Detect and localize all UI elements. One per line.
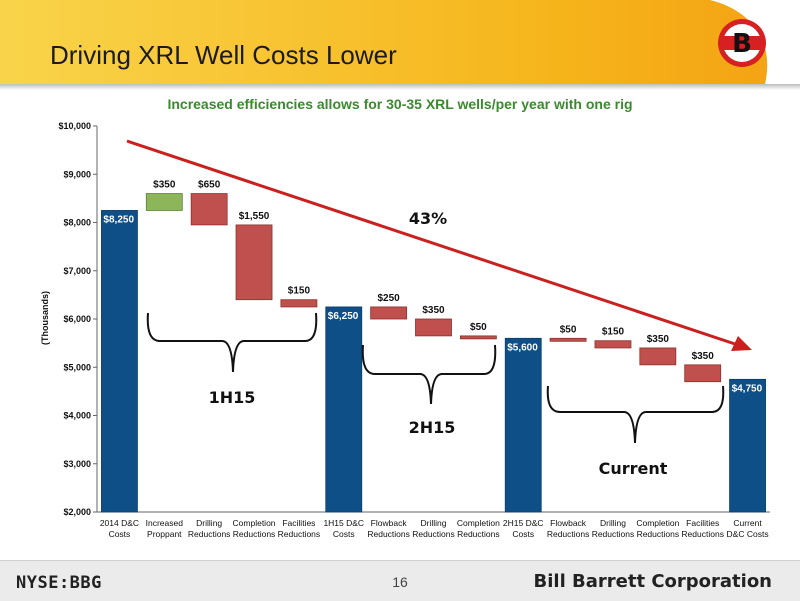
logo-bar [722, 36, 762, 50]
y-tick-label: $3,000 [63, 459, 91, 469]
x-tick-label: Reductions [188, 529, 231, 539]
x-tick-label: Completion [636, 518, 679, 528]
x-tick-label: Costs [333, 529, 355, 539]
data-label-4: $150 [288, 286, 311, 297]
logo-white-arc [710, 0, 800, 84]
reduction-bar-10 [549, 337, 587, 342]
data-label-0: $8,250 [103, 214, 134, 225]
x-tick-label: 1H15 D&C [323, 518, 364, 528]
stock-ticker: NYSE:BBG [16, 573, 102, 593]
increase-bar-1 [145, 193, 183, 211]
x-tick-label: Reductions [681, 529, 724, 539]
total-bar-14 [729, 378, 766, 513]
slide-title: Driving XRL Well Costs Lower [50, 40, 397, 70]
x-tick-label: Current [733, 518, 762, 528]
segment-label-1h15: 1H15 [209, 388, 256, 407]
x-tick-label: D&C Costs [727, 529, 769, 539]
brace-2h15 [361, 344, 497, 405]
reduction-bar-3 [235, 224, 273, 301]
x-tick-label: Reductions [367, 529, 410, 539]
header-divider [0, 84, 800, 90]
x-tick-label: Reductions [637, 529, 680, 539]
trend-percent-label: 43% [409, 209, 447, 228]
y-ticks: $2,000 $3,000 $4,000 $5,000 $6,000 $7,000 $8,0… [58, 121, 97, 517]
x-tick-label: Costs [109, 529, 131, 539]
data-label-9: $5,600 [507, 342, 538, 353]
reduction-bar-2 [190, 193, 228, 226]
data-label-12: $350 [647, 334, 670, 345]
x-tick-label: Facilities [686, 518, 719, 528]
x-tick-label: 2H15 D&C [503, 518, 544, 528]
x-tick-label: Reductions [233, 529, 276, 539]
data-label-11: $150 [602, 327, 625, 338]
x-tick-label: 2014 D&C [100, 518, 139, 528]
x-tick-label: Reductions [412, 529, 455, 539]
segment-label-current: Current [599, 459, 668, 478]
header-band [0, 0, 800, 84]
data-label-7: $350 [422, 305, 445, 316]
y-tick-label: $6,000 [63, 314, 91, 324]
x-tick-label: Costs [512, 529, 534, 539]
page-number: 16 [392, 574, 408, 590]
data-label-8: $50 [470, 322, 487, 333]
x-tick-label: Proppant [147, 529, 182, 539]
data-label-5: $6,250 [328, 311, 359, 322]
reduction-bar-8 [459, 335, 497, 340]
total-bar-9 [504, 337, 542, 513]
x-tick-label: Flowback [550, 518, 587, 528]
y-tick-label: $10,000 [58, 121, 91, 131]
segment-label-2h15: 2H15 [409, 418, 456, 437]
y-axis-title: (Thousands) [40, 291, 50, 345]
data-label-10: $50 [560, 324, 577, 335]
data-label-13: $350 [692, 351, 715, 362]
x-tick-label: Reductions [592, 529, 635, 539]
bars: $8,250 $350 $650 $1,550 $150 $6,250 $250 $350 $5… [101, 180, 766, 513]
data-label-1: $350 [153, 180, 176, 191]
brace-1h15 [146, 312, 318, 373]
logo-letter: B [732, 29, 752, 59]
x-tick-label: Drilling [600, 518, 626, 528]
chart-subtitle: Increased efficiencies allows for 30-35 … [167, 96, 633, 112]
reduction-bar-6 [370, 306, 408, 320]
reduction-bar-12 [639, 347, 677, 366]
reduction-bar-13 [684, 364, 722, 383]
company-logo: B [690, 0, 800, 84]
x-tick-label: Facilities [282, 518, 315, 528]
y-tick-label: $8,000 [63, 218, 91, 228]
data-label-6: $250 [378, 293, 401, 304]
data-label-2: $650 [198, 180, 221, 191]
y-tick-label: $2,000 [63, 507, 91, 517]
reduction-bar-11 [594, 340, 632, 349]
x-tick-label: Reductions [547, 529, 590, 539]
company-name: Bill Barrett Corporation [533, 571, 772, 592]
x-tick-label: Drilling [421, 518, 447, 528]
waterfall-chart: (Thousands) $2,000 $3,000 $4,000 $5,000 $6,0… [40, 121, 770, 539]
data-label-3: $1,550 [239, 211, 270, 222]
reduction-bar-4 [280, 299, 318, 308]
x-tick-labels: 2014 D&CCostsIncreasedProppantDrillingRe… [100, 518, 769, 539]
x-tick-label: Reductions [457, 529, 500, 539]
slide-footer: NYSE:BBG 16 Bill Barrett Corporation [0, 560, 800, 601]
x-tick-label: Drilling [196, 518, 222, 528]
total-bar-0 [101, 210, 138, 513]
x-tick-label: Increased [146, 518, 184, 528]
trend-arrow-head [731, 336, 752, 351]
reduction-bar-7 [415, 318, 452, 337]
y-tick-label: $4,000 [63, 411, 91, 421]
brace-current [546, 385, 725, 444]
x-tick-label: Reductions [278, 529, 321, 539]
y-tick-label: $5,000 [63, 362, 91, 372]
x-tick-label: Completion [457, 518, 500, 528]
total-bar-5 [325, 306, 363, 513]
x-tick-label: Completion [233, 518, 276, 528]
y-tick-label: $7,000 [63, 266, 91, 276]
data-label-14: $4,750 [732, 383, 763, 394]
trend-arrow-line [126, 139, 739, 347]
y-tick-label: $9,000 [63, 169, 91, 179]
x-tick-label: Flowback [371, 518, 408, 528]
slide-header: Driving XRL Well Costs Lower B [0, 0, 800, 90]
